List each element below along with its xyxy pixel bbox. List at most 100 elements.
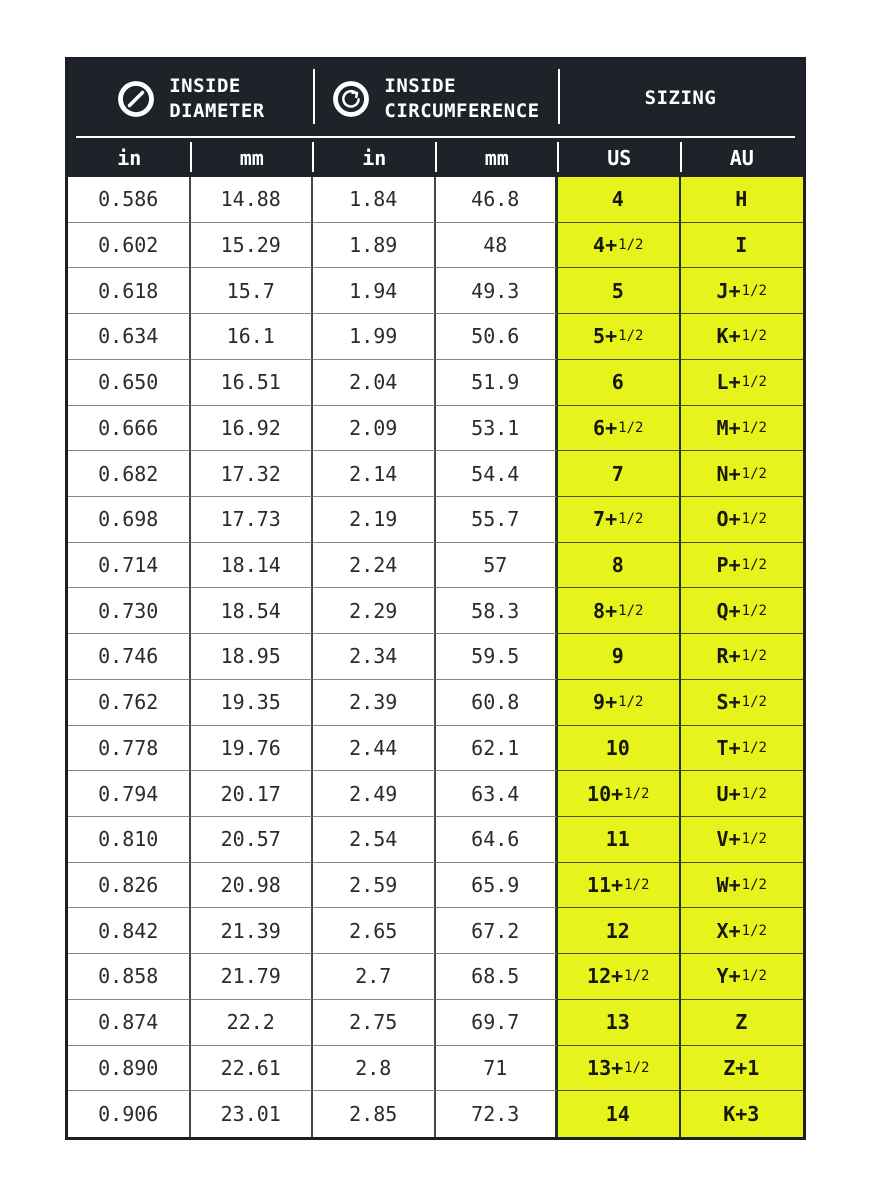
circumference-in-cell: 1.89 bbox=[313, 222, 436, 269]
us-size-value: 12+ bbox=[587, 964, 624, 989]
diameter-mm-value: 16.51 bbox=[220, 370, 281, 395]
circumference-in-value: 2.24 bbox=[349, 553, 398, 578]
diameter-mm-cell: 19.76 bbox=[190, 725, 313, 772]
circumference-in-value: 2.04 bbox=[349, 370, 398, 395]
au-size-value: I bbox=[735, 233, 748, 258]
circumference-in-value: 1.89 bbox=[349, 233, 398, 258]
circumference-mm-value: 60.8 bbox=[471, 690, 520, 715]
au-size-cell: N+ 1/2 bbox=[680, 451, 803, 497]
subheader-au: AU bbox=[679, 138, 804, 177]
circumference-mm-value: 67.2 bbox=[471, 918, 520, 943]
circumference-mm-value: 57 bbox=[483, 553, 508, 578]
diameter-mm-value: 21.79 bbox=[220, 964, 281, 989]
au-size-fraction: 1/2 bbox=[741, 465, 767, 482]
au-size-cell: S+ 1/2 bbox=[680, 679, 803, 726]
circumference-in-value: 1.84 bbox=[349, 187, 398, 212]
au-size-value: K+ bbox=[716, 324, 741, 349]
au-size-fraction: 1/2 bbox=[741, 419, 767, 436]
us-size-fraction: 1/2 bbox=[624, 1059, 650, 1076]
diameter-mm-value: 18.14 bbox=[220, 553, 281, 578]
circumference-in-value: 1.94 bbox=[349, 278, 398, 303]
diameter-in-value: 0.842 bbox=[98, 918, 159, 943]
subheader-diameter-mm: mm bbox=[189, 138, 314, 177]
us-size-cell: 4 bbox=[558, 177, 681, 223]
au-size-value: R+ bbox=[716, 644, 741, 669]
au-size-fraction: 1/2 bbox=[741, 694, 767, 711]
us-size-cell: 13+ 1/2 bbox=[558, 1045, 681, 1092]
diameter-mm-cell: 18.14 bbox=[190, 542, 313, 589]
diameter-in-cell: 0.826 bbox=[68, 862, 191, 909]
circumference-in-value: 1.99 bbox=[349, 324, 398, 349]
diameter-icon bbox=[116, 79, 156, 119]
au-size-cell: U+ 1/2 bbox=[680, 771, 803, 817]
circumference-mm-cell: 65.9 bbox=[435, 862, 558, 909]
diameter-mm-cell: 16.1 bbox=[190, 314, 313, 360]
circumference-mm-value: 50.6 bbox=[471, 324, 520, 349]
diameter-in-value: 0.762 bbox=[98, 690, 159, 715]
circumference-icon bbox=[331, 79, 371, 119]
circumference-in-cell: 2.04 bbox=[313, 359, 436, 406]
us-size-cell: 11+ 1/2 bbox=[558, 862, 681, 909]
diameter-in-value: 0.906 bbox=[98, 1102, 159, 1127]
diameter-mm-cell: 17.73 bbox=[190, 497, 313, 543]
circumference-in-cell: 2.75 bbox=[313, 999, 436, 1046]
au-size-cell: X+ 1/2 bbox=[680, 908, 803, 955]
us-size-value: 5 bbox=[611, 278, 624, 303]
circumference-in-value: 2.8 bbox=[355, 1055, 392, 1080]
diameter-in-cell: 0.890 bbox=[68, 1045, 191, 1092]
us-size-cell: 12+ 1/2 bbox=[558, 954, 681, 1000]
us-size-cell: 5 bbox=[558, 268, 681, 315]
diameter-mm-cell: 20.57 bbox=[190, 817, 313, 863]
diameter-mm-value: 19.35 bbox=[220, 690, 281, 715]
circumference-in-cell: 2.8 bbox=[313, 1045, 436, 1092]
us-size-fraction: 1/2 bbox=[618, 602, 644, 619]
diameter-mm-cell: 17.32 bbox=[190, 451, 313, 497]
subheader-circumference-mm: mm bbox=[434, 138, 559, 177]
diameter-in-value: 0.682 bbox=[98, 461, 159, 486]
us-size-value: 9 bbox=[611, 644, 624, 669]
circumference-in-value: 2.44 bbox=[349, 735, 398, 760]
us-size-fraction: 1/2 bbox=[618, 328, 644, 345]
circumference-in-cell: 2.65 bbox=[313, 908, 436, 955]
au-size-cell: P+ 1/2 bbox=[680, 542, 803, 589]
us-size-value: 8 bbox=[611, 553, 624, 578]
au-size-value: H bbox=[735, 187, 748, 212]
au-size-value: N+ bbox=[716, 461, 741, 486]
diameter-in-value: 0.698 bbox=[98, 507, 159, 532]
au-size-value: P+ bbox=[716, 553, 741, 578]
diameter-in-value: 0.826 bbox=[98, 873, 159, 898]
au-size-fraction: 1/2 bbox=[741, 374, 767, 391]
us-size-value: 11+ bbox=[587, 873, 624, 898]
us-size-value: 11 bbox=[605, 827, 630, 852]
us-size-value: 5+ bbox=[593, 324, 618, 349]
subheader-circumference-in: in bbox=[312, 138, 436, 177]
circumference-in-cell: 2.29 bbox=[313, 588, 436, 635]
circumference-in-value: 2.59 bbox=[349, 873, 398, 898]
circumference-mm-value: 51.9 bbox=[471, 370, 520, 395]
circumference-in-value: 2.65 bbox=[349, 918, 398, 943]
diameter-mm-value: 14.88 bbox=[220, 187, 281, 212]
us-size-cell: 11 bbox=[558, 817, 681, 863]
diameter-in-value: 0.650 bbox=[98, 370, 159, 395]
diameter-in-cell: 0.794 bbox=[68, 771, 191, 817]
au-size-cell: O+ 1/2 bbox=[680, 497, 803, 543]
us-size-value: 4 bbox=[611, 187, 624, 212]
circumference-header-label: INSIDE CIRCUMFERENCE bbox=[384, 74, 539, 124]
au-size-value: K+3 bbox=[723, 1102, 760, 1127]
circumference-mm-value: 63.4 bbox=[471, 781, 520, 806]
us-size-value: 6 bbox=[611, 370, 624, 395]
au-size-fraction: 1/2 bbox=[741, 922, 767, 939]
circumference-mm-value: 72.3 bbox=[471, 1102, 520, 1127]
au-size-cell: T+ 1/2 bbox=[680, 725, 803, 772]
us-size-fraction: 1/2 bbox=[624, 785, 650, 802]
circumference-mm-value: 49.3 bbox=[471, 278, 520, 303]
diameter-in-value: 0.858 bbox=[98, 964, 159, 989]
us-size-value: 7+ bbox=[593, 507, 618, 532]
us-size-cell: 4+ 1/2 bbox=[558, 222, 681, 269]
au-size-value: J+ bbox=[716, 278, 741, 303]
diameter-mm-cell: 16.92 bbox=[190, 405, 313, 452]
diameter-mm-cell: 15.7 bbox=[190, 268, 313, 315]
circumference-mm-value: 64.6 bbox=[471, 827, 520, 852]
au-size-fraction: 1/2 bbox=[741, 648, 767, 665]
circumference-in-cell: 1.99 bbox=[313, 314, 436, 360]
